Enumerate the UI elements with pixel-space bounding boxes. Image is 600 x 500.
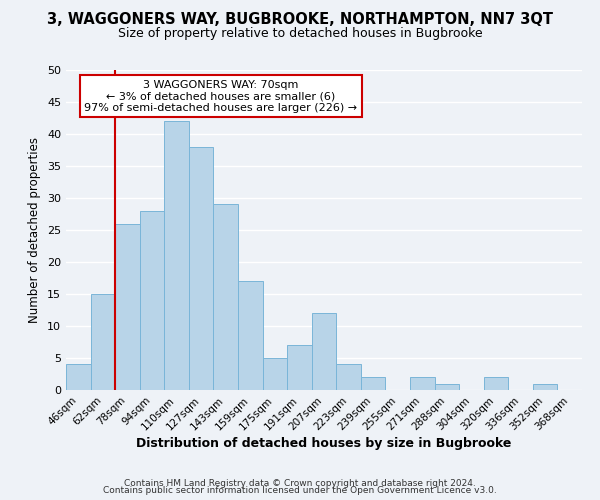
Bar — [434, 384, 459, 390]
Text: Size of property relative to detached houses in Bugbrooke: Size of property relative to detached ho… — [118, 28, 482, 40]
Bar — [140, 211, 164, 390]
Bar — [361, 377, 385, 390]
Text: Contains HM Land Registry data © Crown copyright and database right 2024.: Contains HM Land Registry data © Crown c… — [124, 478, 476, 488]
Bar — [287, 345, 312, 390]
Text: 3, WAGGONERS WAY, BUGBROOKE, NORTHAMPTON, NN7 3QT: 3, WAGGONERS WAY, BUGBROOKE, NORTHAMPTON… — [47, 12, 553, 28]
Bar — [410, 377, 434, 390]
Text: Contains public sector information licensed under the Open Government Licence v3: Contains public sector information licen… — [103, 486, 497, 495]
Y-axis label: Number of detached properties: Number of detached properties — [28, 137, 41, 323]
Bar — [263, 358, 287, 390]
Bar — [189, 147, 214, 390]
Text: 3 WAGGONERS WAY: 70sqm
← 3% of detached houses are smaller (6)
97% of semi-detac: 3 WAGGONERS WAY: 70sqm ← 3% of detached … — [84, 80, 358, 113]
Bar — [238, 281, 263, 390]
Bar — [115, 224, 140, 390]
Bar — [533, 384, 557, 390]
Bar — [66, 364, 91, 390]
X-axis label: Distribution of detached houses by size in Bugbrooke: Distribution of detached houses by size … — [136, 438, 512, 450]
Bar — [164, 121, 189, 390]
Bar — [91, 294, 115, 390]
Bar — [214, 204, 238, 390]
Bar — [484, 377, 508, 390]
Bar — [312, 313, 336, 390]
Bar — [336, 364, 361, 390]
